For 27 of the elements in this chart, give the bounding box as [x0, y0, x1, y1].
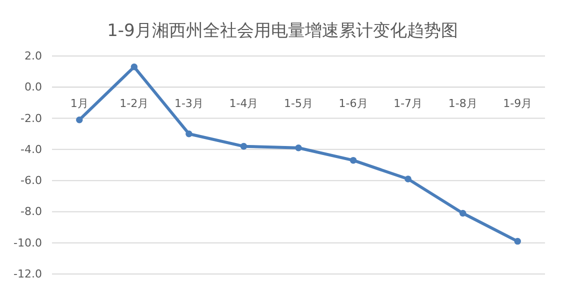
- point: [295, 144, 302, 152]
- point: [130, 64, 138, 70]
- point: [350, 156, 357, 164]
- x-tick-label: 1-8月: [448, 96, 478, 110]
- chart-title: 1-9月湘西州全社会用电量增速累计变化趋势图: [107, 21, 458, 41]
- x-tick-label: 1月: [70, 96, 88, 110]
- point: [240, 142, 248, 150]
- x-tick-label: 1-3月: [174, 96, 204, 110]
- x-tick-label: 1-2月: [120, 96, 149, 110]
- x-tick-label: 1-5月: [284, 96, 313, 110]
- point: [76, 116, 83, 124]
- x-tick-label: 1-9月: [503, 96, 532, 110]
- x-tick-label: 1-4月: [229, 96, 258, 110]
- point: [514, 238, 521, 245]
- point: [404, 176, 412, 182]
- y-tick-label: -2.0: [20, 112, 42, 125]
- y-tick-label: -6.0: [20, 174, 42, 188]
- y-tick-label: -10.0: [14, 236, 42, 250]
- y-tick-label: 2.0: [24, 50, 42, 63]
- x-tick-label: 1-6月: [338, 96, 368, 110]
- y-tick-label: -12.0: [14, 268, 42, 281]
- point: [459, 210, 466, 217]
- y-tick-label: 0.0: [24, 80, 42, 94]
- y-tick-label: -8.0: [20, 205, 42, 218]
- y-tick-label: -4.0: [20, 142, 42, 156]
- x-tick-label: 1-7月: [394, 96, 423, 110]
- point: [186, 130, 192, 138]
